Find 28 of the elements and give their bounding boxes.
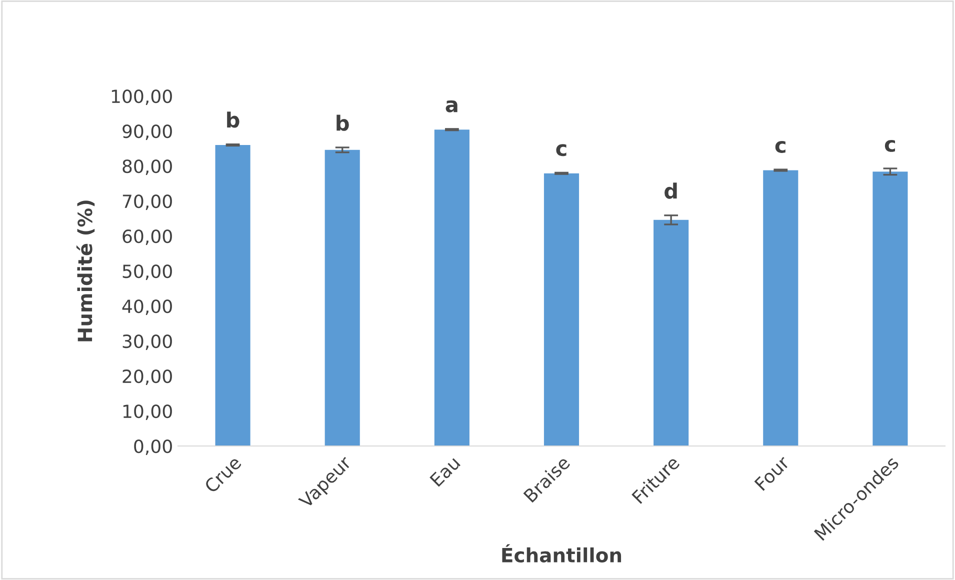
y-axis-title: Humidité (%) xyxy=(76,200,95,342)
y-tick-label: 100,00 xyxy=(112,89,172,105)
y-tick-label: 0,00 xyxy=(134,439,172,455)
y-tick-label: 40,00 xyxy=(122,299,172,315)
y-tick-label: 30,00 xyxy=(122,334,172,350)
x-tick-label: Eau xyxy=(430,456,461,487)
x-axis-title: Échantillon xyxy=(502,544,622,562)
annotation: c xyxy=(775,141,786,153)
y-tick-label: 60,00 xyxy=(122,229,172,245)
bar xyxy=(544,173,580,446)
y-tick-label: 50,00 xyxy=(122,264,172,280)
annotation: d xyxy=(664,182,677,199)
annotation: a xyxy=(446,100,458,112)
bar xyxy=(434,130,470,446)
y-tick-label: 20,00 xyxy=(122,369,172,385)
bar xyxy=(872,172,908,446)
bar xyxy=(763,170,798,446)
y-tick-label: 70,00 xyxy=(122,194,172,210)
bar xyxy=(215,145,250,446)
bar xyxy=(654,220,689,446)
bar xyxy=(324,150,360,446)
y-tick-label: 80,00 xyxy=(122,159,172,175)
y-tick-label: 90,00 xyxy=(122,124,172,140)
y-tick-label: 10,00 xyxy=(123,404,172,420)
annotation: c xyxy=(884,140,895,152)
annotation: b xyxy=(227,112,240,128)
annotation: c xyxy=(556,144,566,156)
annotation: b xyxy=(336,114,349,131)
